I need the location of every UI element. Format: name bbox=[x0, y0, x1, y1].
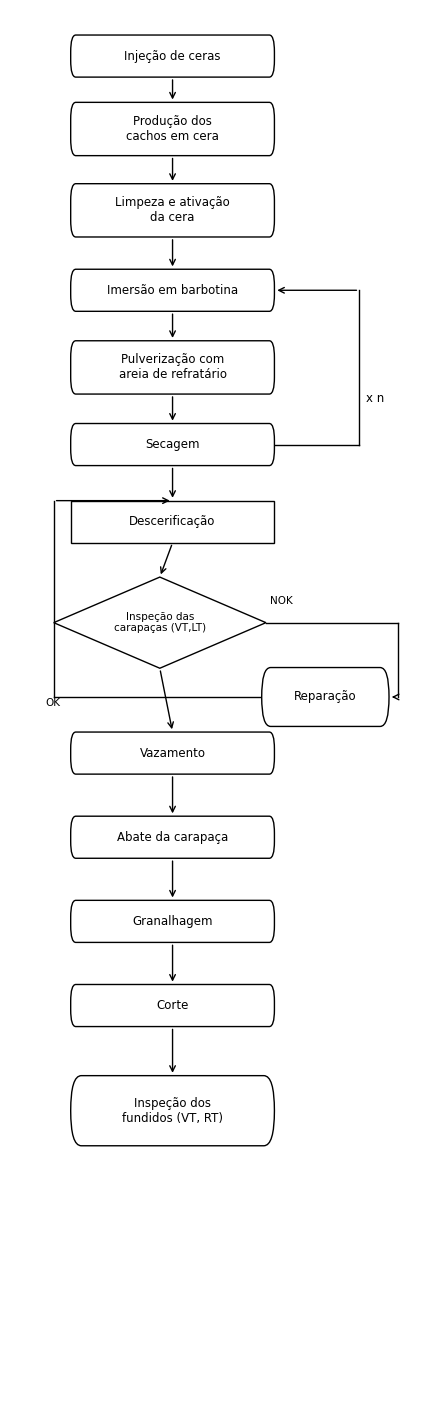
Text: OK: OK bbox=[45, 698, 60, 708]
FancyBboxPatch shape bbox=[71, 501, 274, 542]
FancyBboxPatch shape bbox=[71, 900, 274, 942]
FancyBboxPatch shape bbox=[71, 817, 274, 859]
FancyBboxPatch shape bbox=[71, 424, 274, 466]
Text: NOK: NOK bbox=[270, 596, 293, 605]
FancyBboxPatch shape bbox=[71, 183, 274, 237]
FancyBboxPatch shape bbox=[71, 732, 274, 774]
FancyBboxPatch shape bbox=[262, 667, 389, 727]
FancyBboxPatch shape bbox=[71, 984, 274, 1026]
Text: Pulverização com
areia de refratário: Pulverização com areia de refratário bbox=[119, 353, 227, 382]
Text: Abate da carapaça: Abate da carapaça bbox=[117, 831, 228, 843]
FancyBboxPatch shape bbox=[71, 1076, 274, 1146]
Text: Injeção de ceras: Injeção de ceras bbox=[124, 49, 221, 62]
FancyBboxPatch shape bbox=[71, 269, 274, 311]
Text: Imersão em barbotina: Imersão em barbotina bbox=[107, 284, 238, 297]
Text: Granalhagem: Granalhagem bbox=[132, 915, 213, 928]
Text: Inspeção dos
fundidos (VT, RT): Inspeção dos fundidos (VT, RT) bbox=[122, 1097, 223, 1125]
Text: Produção dos
cachos em cera: Produção dos cachos em cera bbox=[126, 115, 219, 144]
Text: Limpeza e ativação
da cera: Limpeza e ativação da cera bbox=[115, 196, 230, 224]
Text: Secagem: Secagem bbox=[145, 438, 200, 451]
FancyBboxPatch shape bbox=[71, 103, 274, 156]
Text: Descerificação: Descerificação bbox=[129, 515, 216, 528]
Text: x n: x n bbox=[366, 391, 384, 404]
Text: Inspeção das
carapaças (VT,LT): Inspeção das carapaças (VT,LT) bbox=[114, 612, 206, 634]
FancyBboxPatch shape bbox=[71, 35, 274, 77]
Text: Corte: Corte bbox=[157, 1000, 189, 1012]
FancyBboxPatch shape bbox=[71, 341, 274, 394]
Text: Vazamento: Vazamento bbox=[140, 746, 206, 759]
Text: Reparação: Reparação bbox=[294, 690, 356, 704]
Polygon shape bbox=[54, 577, 266, 669]
